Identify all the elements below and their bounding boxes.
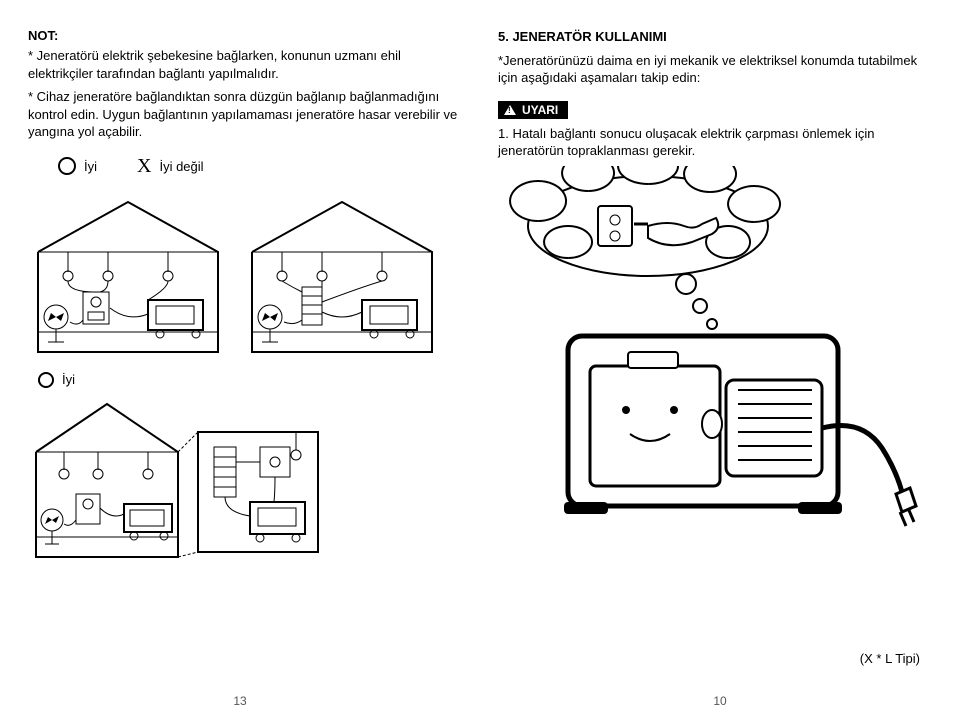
left-paragraph-1: * Jeneratörü elektrik şebekesine bağlark… (28, 47, 462, 82)
house-illustration-bad (242, 192, 442, 362)
warning-text-1: 1. Hatalı bağlantı sonucu oluşacak elekt… (498, 125, 932, 160)
right-paragraph-1: *Jeneratörünüzü daima en iyi mekanik ve … (498, 52, 932, 87)
left-page: NOT: * Jeneratörü elektrik şebekesine ba… (0, 0, 480, 716)
warning-triangle-icon (504, 105, 516, 115)
legend-bad-label: İyi değil (159, 159, 203, 174)
bottom-illustration-row (28, 392, 462, 572)
circle-icon (38, 372, 54, 388)
type-label: (X * L Tipi) (860, 651, 920, 666)
generator-grounding-illustration (498, 166, 918, 546)
legend-bad: X İyi değil (137, 155, 204, 178)
page-spread: NOT: * Jeneratörü elektrik şebekesine ba… (0, 0, 960, 716)
house-illustration-combined (28, 392, 328, 572)
left-page-number: 13 (233, 694, 246, 708)
house-illustration-good (28, 192, 228, 362)
circle-icon (58, 157, 76, 175)
legend-row: İyi X İyi değil (58, 155, 462, 178)
warning-badge: UYARI (498, 101, 568, 119)
right-page-number: 10 (713, 694, 726, 708)
second-good-label: İyi (38, 372, 462, 388)
second-good-text: İyi (62, 372, 75, 387)
left-paragraph-2: * Cihaz jeneratöre bağlandıktan sonra dü… (28, 88, 462, 141)
note-label: NOT: (28, 28, 462, 43)
right-heading: 5. JENERATÖR KULLANIMI (498, 28, 932, 46)
legend-good: İyi (58, 157, 97, 175)
warning-label: UYARI (522, 103, 558, 117)
x-icon: X (137, 155, 151, 178)
right-page: 5. JENERATÖR KULLANIMI *Jeneratörünüzü d… (480, 0, 960, 716)
top-illustration-row (28, 192, 462, 362)
legend-good-label: İyi (84, 159, 97, 174)
